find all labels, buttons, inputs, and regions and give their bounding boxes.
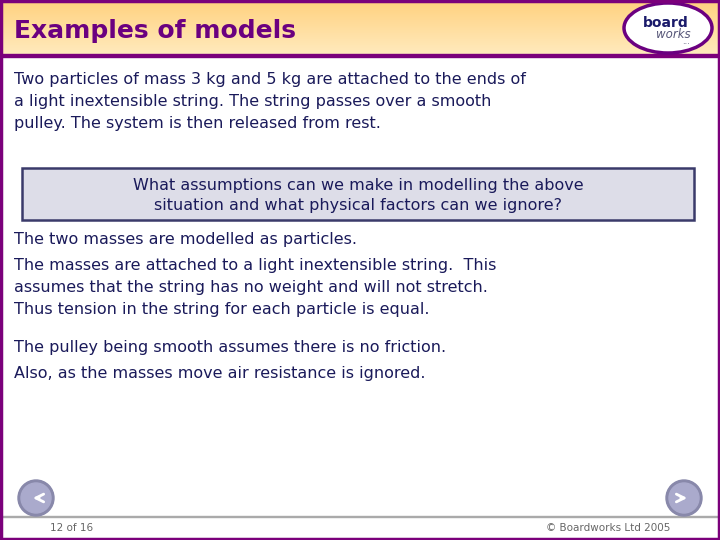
- Bar: [1, 18, 719, 19]
- Bar: [1, 19, 719, 20]
- Text: Also, as the masses move air resistance is ignored.: Also, as the masses move air resistance …: [14, 366, 426, 381]
- Bar: [1, 42, 719, 43]
- Bar: [1, 516, 719, 517]
- Bar: [1, 20, 719, 21]
- Bar: [1, 8, 719, 9]
- Bar: [1, 7, 719, 8]
- Bar: [1, 30, 719, 31]
- Bar: [1, 10, 719, 11]
- Bar: [1, 25, 719, 26]
- Bar: [1, 44, 719, 45]
- Bar: [1, 2, 719, 3]
- Text: Examples of models: Examples of models: [14, 19, 296, 43]
- Bar: [1, 21, 719, 22]
- Bar: [1, 24, 719, 25]
- Bar: [1, 36, 719, 37]
- FancyBboxPatch shape: [22, 168, 694, 220]
- Bar: [1, 28, 719, 29]
- Bar: [1, 37, 719, 38]
- Bar: [1, 41, 719, 42]
- Text: The pulley being smooth assumes there is no friction.: The pulley being smooth assumes there is…: [14, 340, 446, 355]
- Bar: [1, 23, 719, 24]
- Bar: [1, 48, 719, 49]
- Bar: [1, 54, 719, 55]
- Bar: [1, 38, 719, 39]
- Bar: [1, 29, 719, 30]
- Text: What assumptions can we make in modelling the above: What assumptions can we make in modellin…: [132, 178, 583, 193]
- Bar: [1, 53, 719, 54]
- Circle shape: [18, 480, 54, 516]
- Bar: [1, 11, 719, 12]
- Bar: [1, 15, 719, 16]
- Bar: [1, 9, 719, 10]
- Bar: [1, 54, 719, 57]
- Bar: [1, 47, 719, 48]
- Bar: [1, 26, 719, 27]
- Bar: [1, 16, 719, 17]
- Bar: [1, 40, 719, 41]
- Bar: [1, 49, 719, 50]
- Bar: [1, 3, 719, 4]
- Bar: [1, 22, 719, 23]
- Bar: [1, 6, 719, 7]
- Text: © Boardworks Ltd 2005: © Boardworks Ltd 2005: [546, 523, 670, 533]
- Bar: [1, 14, 719, 15]
- Bar: [1, 55, 719, 56]
- Bar: [1, 27, 719, 28]
- Bar: [1, 43, 719, 44]
- Bar: [1, 13, 719, 14]
- Bar: [1, 35, 719, 36]
- Bar: [1, 12, 719, 13]
- Bar: [1, 46, 719, 47]
- Text: Two particles of mass 3 kg and 5 kg are attached to the ends of
a light inextens: Two particles of mass 3 kg and 5 kg are …: [14, 72, 526, 131]
- Bar: [1, 39, 719, 40]
- Bar: [1, 52, 719, 53]
- Text: The two masses are modelled as particles.: The two masses are modelled as particles…: [14, 232, 357, 247]
- Bar: [1, 51, 719, 52]
- Text: situation and what physical factors can we ignore?: situation and what physical factors can …: [154, 198, 562, 213]
- Text: ...: ...: [682, 37, 690, 46]
- Bar: [1, 34, 719, 35]
- Bar: [1, 33, 719, 34]
- Text: The masses are attached to a light inextensible string.  This
assumes that the s: The masses are attached to a light inext…: [14, 258, 496, 318]
- Bar: [1, 45, 719, 46]
- Bar: [1, 50, 719, 51]
- Circle shape: [21, 483, 51, 513]
- Bar: [1, 17, 719, 18]
- Bar: [1, 5, 719, 6]
- Circle shape: [666, 480, 702, 516]
- Bar: [1, 1, 719, 2]
- Bar: [1, 32, 719, 33]
- Bar: [1, 4, 719, 5]
- Circle shape: [669, 483, 699, 513]
- Ellipse shape: [624, 3, 712, 53]
- Text: works: works: [656, 29, 690, 42]
- Text: board: board: [643, 16, 689, 30]
- Bar: [1, 31, 719, 32]
- Text: 12 of 16: 12 of 16: [50, 523, 93, 533]
